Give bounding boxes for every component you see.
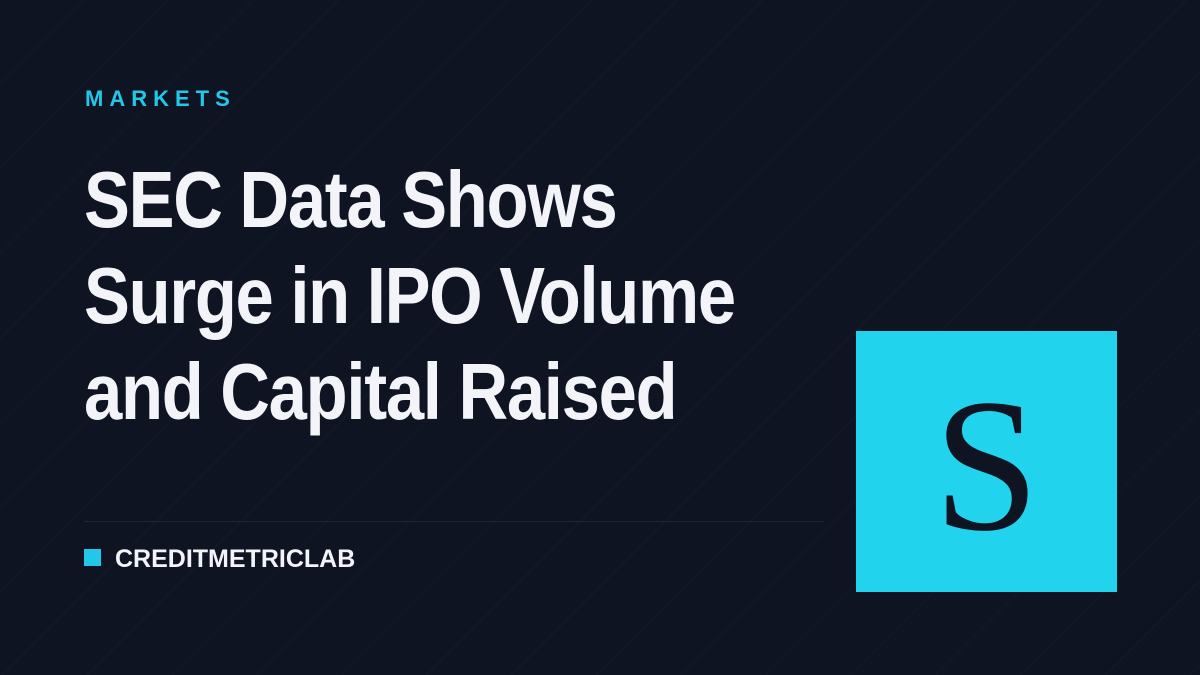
- category: MARKETS: [85, 86, 236, 111]
- headline: SEC Data Shows Surge in IPO Volume and C…: [84, 152, 736, 440]
- brand-marker: [84, 549, 101, 566]
- brand-name: CREDITMETRICLAB: [115, 545, 356, 573]
- headline-line: and Capital Raised: [84, 347, 678, 436]
- logo: S: [856, 331, 1117, 592]
- logo-letter: S: [933, 360, 1040, 571]
- headline-line: SEC Data Shows: [84, 155, 618, 244]
- headline-line: Surge in IPO Volume: [84, 251, 736, 340]
- divider: [84, 521, 824, 522]
